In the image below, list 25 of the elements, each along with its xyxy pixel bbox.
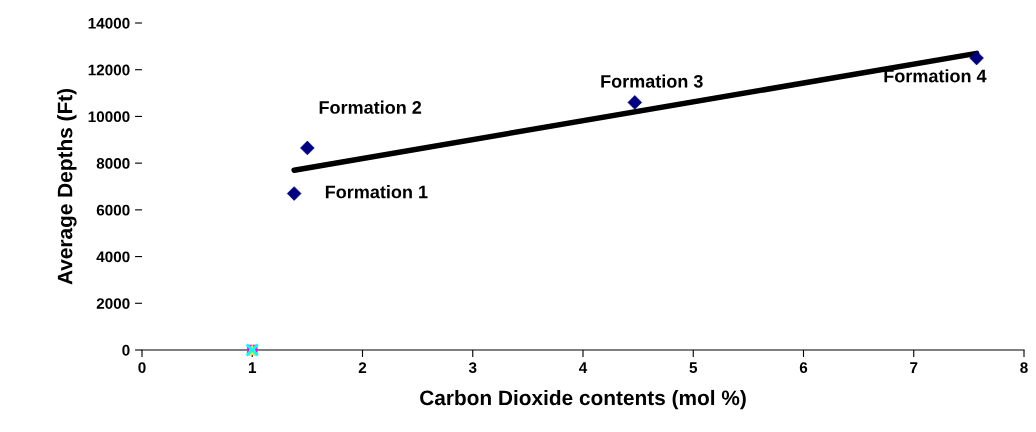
y-tick-label: 14000 <box>88 17 130 29</box>
annotation: Formation 1 <box>325 185 428 199</box>
y-axis-title: Average Depths (Ft) <box>57 88 77 285</box>
x-tick-label: 5 <box>689 362 698 374</box>
x-tick-label: 0 <box>138 362 146 374</box>
x-tick-label: 3 <box>468 362 477 374</box>
x-tick-label: 6 <box>799 362 808 374</box>
y-tick-label: 2000 <box>96 298 130 309</box>
point <box>969 50 984 66</box>
y-tick-label: 6000 <box>96 204 130 216</box>
x-tick-label: 8 <box>1020 362 1028 374</box>
x-axis-title: Carbon Dioxide contents (mol %) <box>420 389 746 410</box>
x-tick-label: 4 <box>578 362 588 373</box>
x-tick-label: 1 <box>248 362 257 373</box>
y-tick-label: 12000 <box>88 64 130 76</box>
y-tick-label: 4000 <box>96 251 130 263</box>
y-tick-label: 0 <box>122 344 130 356</box>
annotation: Formation 2 <box>319 100 422 114</box>
y-tick-label: 8000 <box>96 158 130 169</box>
x-tick-label: 7 <box>910 362 918 373</box>
annotation: Formation 4 <box>884 69 987 83</box>
annotation: Formation 3 <box>601 74 703 88</box>
y-tick-label: 10000 <box>88 111 130 123</box>
x-tick-label: 2 <box>358 362 367 373</box>
point <box>286 186 302 201</box>
